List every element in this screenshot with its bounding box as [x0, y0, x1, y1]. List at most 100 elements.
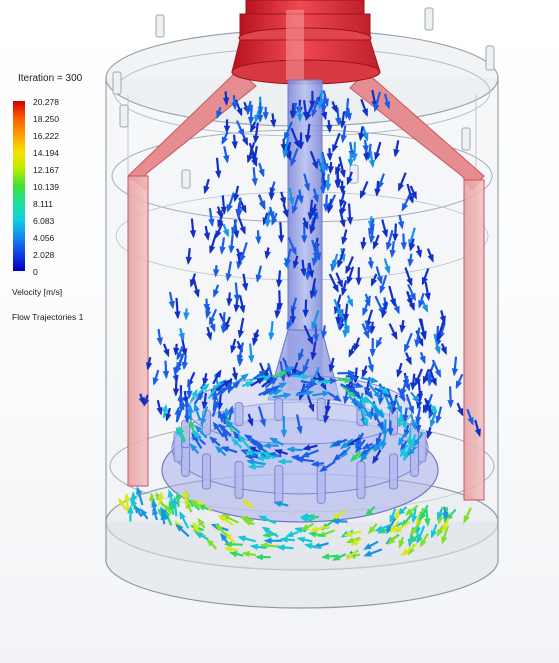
velocity-arrow-head — [300, 524, 310, 531]
velocity-arrow-head — [244, 453, 253, 460]
velocity-arrow-head — [307, 270, 314, 279]
velocity-arrow-head — [327, 166, 334, 175]
velocity-arrow-head — [363, 550, 372, 557]
velocity-arrow-head — [165, 413, 172, 422]
velocity-arrow-head — [342, 313, 350, 322]
velocity-arrow-head — [205, 310, 212, 319]
velocity-arrow-head — [335, 166, 342, 176]
velocity-arrow-head — [311, 108, 318, 118]
velocity-arrow-head — [394, 512, 401, 521]
velocity-arrow-head — [258, 515, 267, 522]
velocity-arrow-head — [381, 387, 391, 395]
velocity-arrow-head — [406, 277, 413, 287]
velocity-arrow-head — [321, 111, 328, 121]
velocity-arrow-head — [279, 196, 286, 206]
velocity-arrow-head — [191, 388, 198, 398]
velocity-arrow-head — [233, 230, 240, 239]
velocity-arrow-head — [173, 347, 180, 356]
velocity-arrow-head — [341, 236, 348, 246]
velocity-arrow-head — [255, 274, 262, 283]
velocity-arrow-head — [410, 382, 417, 391]
color-bar-tick-label: 6.083 — [33, 216, 55, 226]
velocity-arrow-head — [437, 511, 444, 521]
velocity-arrow-head — [253, 332, 260, 342]
velocity-arrow-head — [403, 429, 410, 438]
velocity-arrow-head — [264, 250, 271, 260]
velocity-arrow-head — [276, 279, 283, 288]
velocity-arrow-head — [331, 104, 338, 114]
velocity-arrow-head — [221, 411, 228, 420]
color-bar-tick-label: 0 — [33, 267, 38, 277]
velocity-arrow-head — [362, 418, 369, 427]
velocity-arrow-head — [201, 401, 208, 410]
velocity-arrow-head — [298, 352, 304, 362]
velocity-arrow-head — [346, 439, 355, 446]
velocity-arrow-head — [321, 553, 330, 560]
velocity-arrow-head — [211, 391, 219, 401]
velocity-arrow-head — [297, 370, 306, 377]
velocity-arrow-head — [408, 302, 415, 312]
velocity-arrow-head — [312, 194, 319, 203]
velocity-arrow-head — [300, 451, 310, 458]
velocity-arrow-head — [332, 453, 341, 462]
velocity-arrow-head — [212, 399, 219, 408]
velocity-arrow-head — [364, 508, 373, 517]
velocity-arrow-head — [276, 303, 283, 312]
stator-pin — [234, 460, 244, 499]
velocity-arrow-head — [160, 506, 167, 515]
velocity-arrow-head — [206, 538, 215, 547]
velocity-arrow-head — [225, 420, 234, 428]
color-bar-tick-label: 20.278 — [33, 97, 59, 107]
velocity-arrow-head — [424, 518, 431, 527]
velocity-arrow-head — [294, 527, 303, 534]
velocity-arrow-head — [388, 400, 395, 409]
flow-trajectories-label: Flow Trajectories 1 — [12, 312, 84, 322]
velocity-arrow-head — [312, 334, 320, 343]
velocity-arrow-head — [259, 200, 266, 209]
velocity-arrow-head — [412, 438, 420, 448]
velocity-arrow-head — [240, 204, 247, 214]
velocity-arrow-head — [223, 155, 230, 164]
velocity-arrow-head — [302, 373, 311, 380]
velocity-arrow-head — [174, 491, 182, 500]
velocity-arrow-head — [419, 538, 427, 548]
velocity-arrow-head — [455, 380, 462, 390]
velocity-arrow-head — [430, 377, 437, 387]
color-bar-tick-label: 8.111 — [33, 199, 54, 209]
velocity-arrow-head — [331, 512, 340, 520]
velocity-arrow-head — [411, 515, 418, 524]
velocity-arrow-head — [238, 128, 245, 138]
velocity-arrow-head — [361, 396, 370, 404]
velocity-arrow-head — [250, 124, 257, 133]
velocity-arrow-head — [360, 190, 367, 199]
velocity-arrow-head — [239, 226, 246, 235]
velocity-arrow-head — [189, 419, 196, 428]
velocity-arrow-head — [430, 405, 438, 414]
velocity-arrow-head — [346, 217, 354, 226]
velocity-arrow-head — [277, 458, 286, 465]
velocity-arrow-head — [261, 451, 271, 458]
velocity-arrow-head — [380, 310, 388, 319]
velocity-arrow-head — [409, 292, 416, 302]
velocity-arrow-head — [179, 511, 186, 520]
color-bar-tick-label: 14.194 — [33, 148, 59, 158]
velocity-arrow-head — [393, 149, 400, 158]
velocity-arrow-head — [174, 311, 181, 320]
velocity-arrow-head — [181, 361, 189, 371]
velocity-arrow-head — [343, 530, 353, 537]
velocity-arrow-head — [370, 377, 379, 384]
velocity-arrow-head — [196, 500, 205, 509]
velocity-arrow-head — [318, 375, 327, 382]
velocity-arrow-head — [293, 139, 300, 149]
velocity-arrow-head — [296, 536, 306, 543]
velocity-arrow-head — [278, 371, 288, 378]
velocity-arrow-head — [431, 530, 437, 539]
velocity-arrow-head — [348, 349, 355, 358]
velocity-arrow-head — [236, 261, 243, 270]
velocity-arrow-head — [362, 145, 369, 154]
velocity-arrow-head — [208, 218, 215, 227]
velocity-arrow-head — [182, 489, 189, 498]
velocity-arrow-head — [172, 388, 180, 397]
